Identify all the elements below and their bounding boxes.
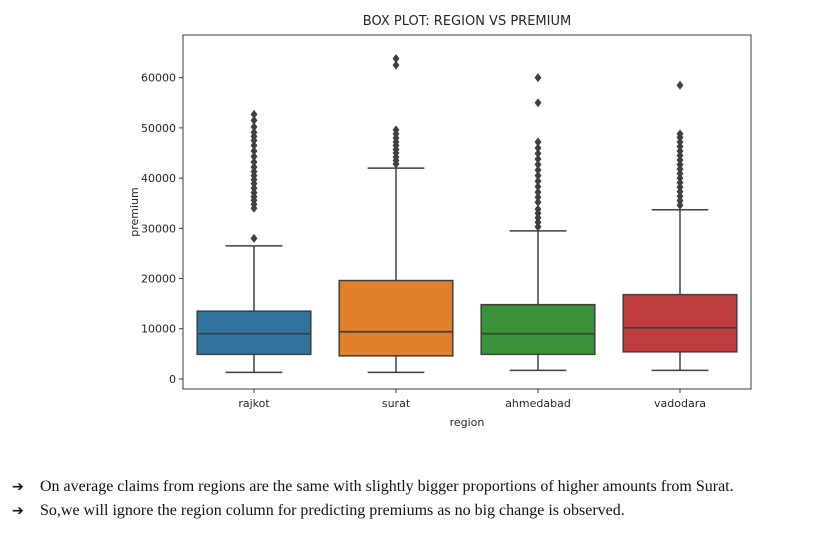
box-iqr (338, 279, 454, 357)
outlier-point (250, 146, 258, 156)
x-tick-label: ahmedabad (505, 397, 571, 410)
plot-frame (182, 34, 752, 390)
outlier-point (250, 140, 258, 151)
outlier-point (250, 233, 258, 243)
outlier-point (534, 204, 542, 214)
note-text: So,we will ignore the region column for … (40, 502, 625, 519)
outlier-point (392, 125, 400, 135)
outlier-point (534, 148, 542, 159)
outlier-point (392, 53, 400, 64)
y-tick-label: 10000 (141, 323, 176, 336)
notes-list: ➔ On average claims from regions are the… (12, 476, 812, 524)
chart-title: BOX PLOT: REGION VS PREMIUM (363, 14, 571, 29)
outlier-point (250, 151, 258, 162)
box-iqr (622, 293, 738, 353)
y-tick-label: 50000 (141, 122, 176, 135)
outlier-point (676, 80, 684, 90)
box-vadodara (622, 80, 738, 372)
outlier-point (250, 127, 258, 138)
box-ahmedabad (480, 73, 596, 372)
x-tick-label: vadodara (654, 397, 706, 410)
outlier-point (534, 187, 542, 197)
outlier-point (534, 154, 542, 164)
outlier-point (250, 109, 258, 119)
right-arrow-icon: ➔ (12, 503, 24, 519)
right-arrow-icon: ➔ (12, 479, 24, 495)
x-axis-label: region (450, 416, 485, 429)
x-tick-label: surat (382, 397, 411, 410)
y-tick-label: 20000 (141, 273, 176, 286)
y-tick-label: 40000 (141, 172, 176, 185)
outlier-point (250, 157, 258, 167)
outlier-point (534, 170, 542, 181)
box-iqr (480, 303, 596, 356)
box-iqr (196, 310, 312, 356)
note-item: ➔ So,we will ignore the region column fo… (12, 500, 812, 522)
outlier-point (534, 165, 542, 175)
box-surat (338, 53, 454, 374)
y-tick-label: 0 (169, 373, 176, 386)
x-tick-label: rajkot (238, 397, 270, 410)
note-text: On average claims from regions are the s… (40, 478, 734, 495)
outlier-point (534, 98, 542, 108)
plot-area (196, 53, 738, 374)
outlier-point (250, 122, 258, 132)
outlier-point (534, 159, 542, 170)
outlier-point (392, 60, 400, 70)
outlier-point (534, 73, 542, 83)
outlier-point (534, 143, 542, 153)
box-rajkot (196, 109, 312, 374)
outlier-point (250, 162, 258, 172)
outlier-point (676, 129, 684, 139)
outlier-point (534, 192, 542, 202)
y-tick-label: 30000 (141, 222, 176, 235)
note-item: ➔ On average claims from regions are the… (12, 476, 812, 498)
box-plot-chart: BOX PLOT: REGION VS PREMIUM region premi… (128, 14, 752, 429)
y-tick-label: 60000 (141, 72, 176, 85)
outlier-point (534, 176, 542, 186)
outlier-point (534, 182, 542, 192)
y-axis-label: premium (128, 187, 141, 237)
outlier-point (534, 197, 542, 207)
outlier-point (534, 137, 542, 147)
outlier-point (250, 115, 258, 125)
